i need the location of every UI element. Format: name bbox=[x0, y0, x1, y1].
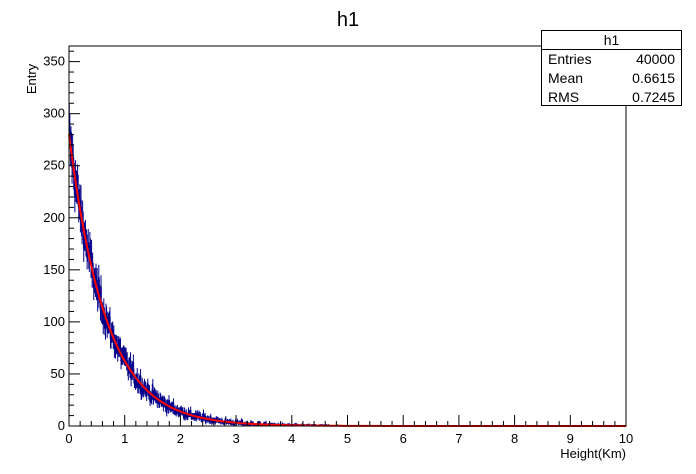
y-tick-label: 300 bbox=[43, 106, 65, 121]
stats-label: Mean bbox=[548, 70, 584, 86]
y-tick-label: 50 bbox=[51, 366, 65, 381]
stats-value: 0.6615 bbox=[632, 70, 675, 86]
y-tick-label: 150 bbox=[43, 262, 65, 277]
stats-row-mean: Mean 0.6615 bbox=[542, 69, 681, 88]
x-tick-label: 1 bbox=[121, 431, 128, 446]
y-tick-label: 350 bbox=[43, 54, 65, 69]
chart-title: h1 bbox=[337, 9, 359, 31]
x-axis: 0 1 2 3 4 5 6 7 8 9 10 bbox=[65, 415, 633, 446]
x-tick-label: 2 bbox=[177, 431, 184, 446]
y-tick-label: 100 bbox=[43, 314, 65, 329]
stats-value: 0.7245 bbox=[632, 89, 675, 105]
x-tick-label: 6 bbox=[400, 431, 407, 446]
x-tick-label: 5 bbox=[344, 431, 351, 446]
stats-row-rms: RMS 0.7245 bbox=[542, 88, 681, 107]
stats-label: Entries bbox=[548, 51, 592, 67]
y-axis-label: Entry bbox=[24, 63, 39, 94]
x-tick-label: 0 bbox=[65, 431, 72, 446]
histogram-bars bbox=[68, 104, 626, 427]
y-tick-label: 250 bbox=[43, 158, 65, 173]
x-axis-label: Height(Km) bbox=[560, 446, 626, 461]
x-tick-label: 7 bbox=[455, 431, 462, 446]
x-tick-label: 4 bbox=[288, 431, 295, 446]
x-tick-label: 9 bbox=[567, 431, 574, 446]
stats-box-title: h1 bbox=[542, 31, 681, 50]
y-axis: 0 50 100 150 200 250 300 350 bbox=[43, 50, 80, 433]
x-tick-label: 3 bbox=[232, 431, 239, 446]
stats-value: 40000 bbox=[636, 51, 675, 67]
stats-row-entries: Entries 40000 bbox=[542, 50, 681, 69]
y-tick-label: 200 bbox=[43, 210, 65, 225]
stats-box: h1 Entries 40000 Mean 0.6615 RMS 0.7245 bbox=[541, 30, 682, 106]
x-tick-label: 8 bbox=[511, 431, 518, 446]
y-tick-label: 0 bbox=[58, 418, 65, 433]
stats-label: RMS bbox=[548, 89, 580, 105]
x-tick-label: 10 bbox=[619, 431, 633, 446]
